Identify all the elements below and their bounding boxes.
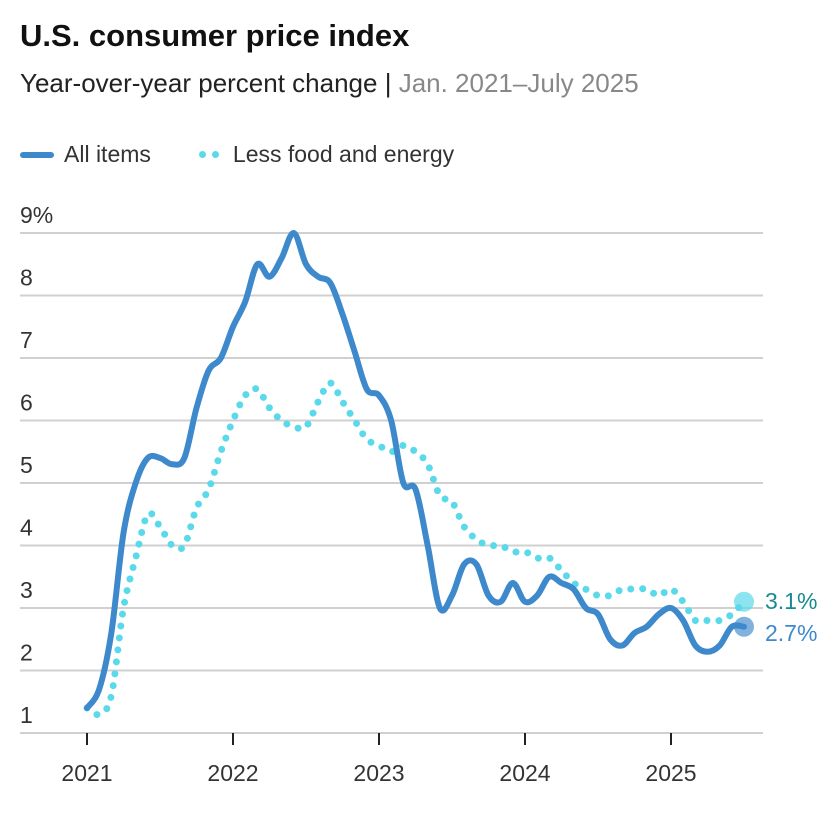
y-tick-label: 3 bbox=[20, 577, 33, 603]
legend-core: Less food and energy bbox=[232, 141, 455, 167]
y-tick-label: 8 bbox=[20, 265, 33, 291]
x-tick-label: 2021 bbox=[61, 760, 112, 786]
y-tick-label: 2 bbox=[20, 640, 33, 666]
legend: All items Less food and energy bbox=[20, 141, 454, 168]
x-tick-label: 2025 bbox=[645, 760, 696, 786]
core-end-label: 3.1% bbox=[765, 588, 817, 614]
y-tick-label: 5 bbox=[20, 452, 33, 478]
legend-dotted-line-icon bbox=[198, 151, 219, 158]
chart-subtitle: Year-over-year percent change | Jan. 202… bbox=[20, 68, 639, 99]
core-series-line bbox=[83, 379, 748, 719]
y-tick-label: 7 bbox=[20, 327, 33, 353]
y-tick-label: 6 bbox=[20, 390, 33, 416]
subtitle-separator: | bbox=[377, 68, 399, 98]
all-items-series-line bbox=[84, 230, 747, 711]
y-tick-label: 1 bbox=[20, 702, 33, 728]
x-tick-label: 2024 bbox=[499, 760, 550, 786]
subtitle-text: Year-over-year percent change bbox=[20, 68, 378, 98]
y-tick-label: 9% bbox=[20, 202, 53, 228]
x-tick-label: 2023 bbox=[353, 760, 404, 786]
chart-title: U.S. consumer price index bbox=[20, 18, 410, 53]
y-tick-label: 4 bbox=[20, 515, 33, 541]
all-items-end-label: 2.7% bbox=[765, 620, 817, 646]
core-end-marker bbox=[734, 591, 754, 612]
all-items-end-marker bbox=[734, 616, 754, 637]
date-range: Jan. 2021–July 2025 bbox=[398, 68, 639, 98]
legend-solid-line-icon bbox=[20, 151, 54, 158]
legend-all-items: All items bbox=[64, 141, 151, 167]
x-tick-label: 2022 bbox=[207, 760, 258, 786]
